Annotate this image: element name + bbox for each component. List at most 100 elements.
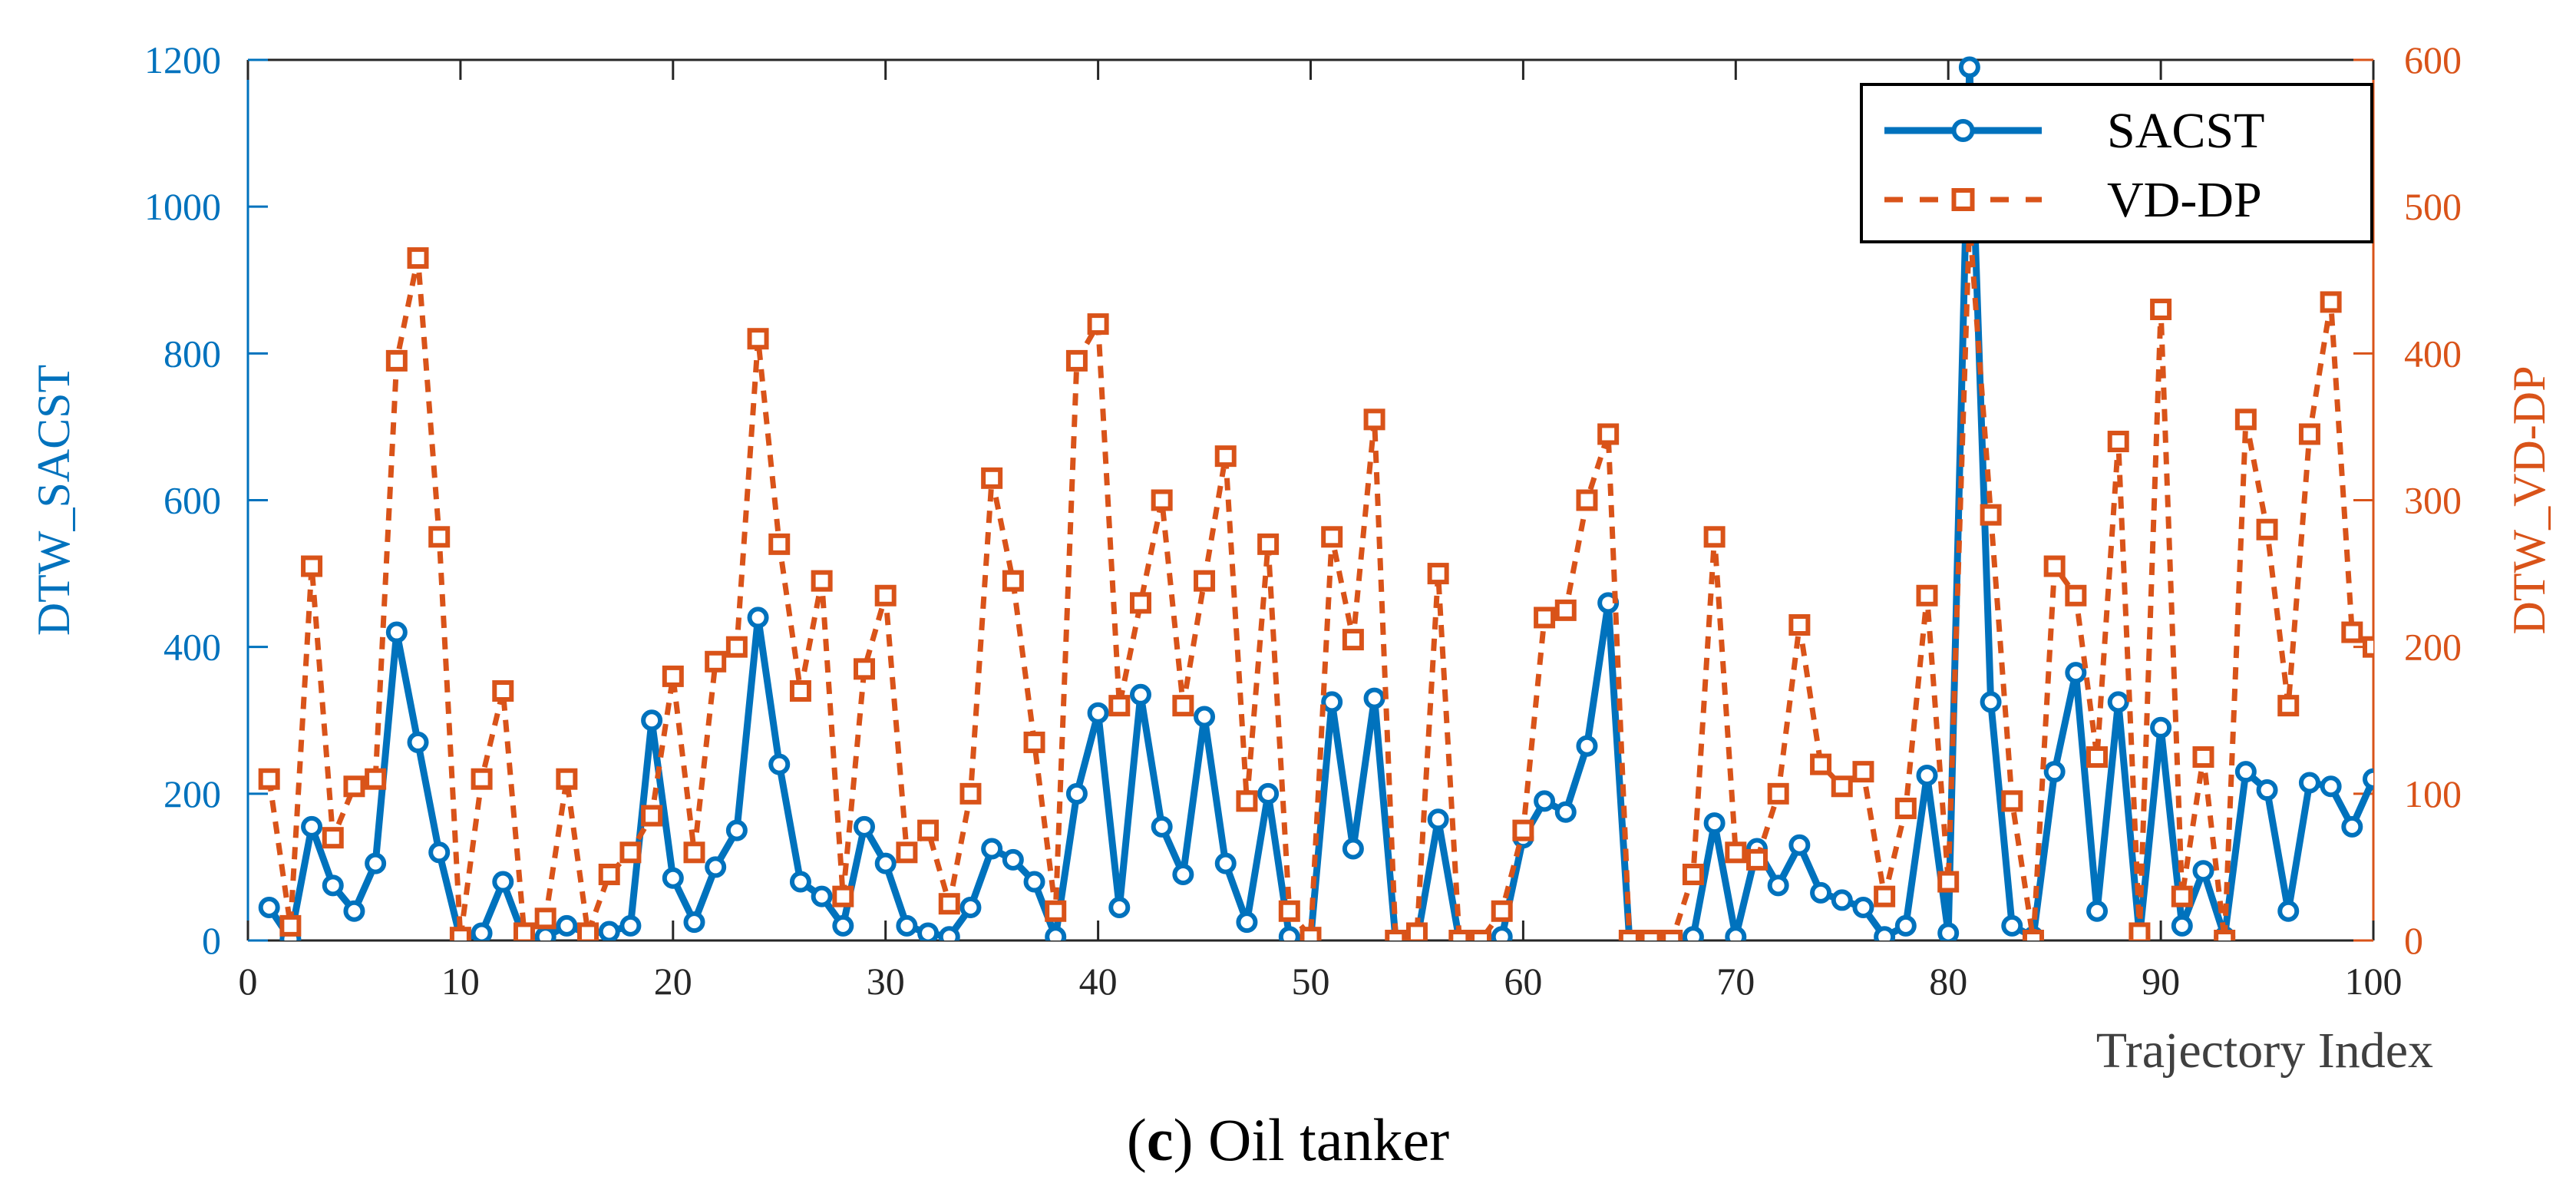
x-tick-label: 50 (1292, 960, 1330, 1003)
data-point (683, 911, 705, 934)
data-point (1151, 489, 1173, 511)
data-point (874, 852, 897, 874)
data-point (981, 467, 1003, 489)
data-point (1745, 848, 1768, 871)
caption-close-paren: ) (1173, 1106, 1194, 1173)
data-point (2192, 860, 2214, 882)
data-point (471, 768, 493, 790)
data-point (598, 921, 620, 940)
data-point (1640, 930, 1662, 940)
data-point (428, 526, 451, 548)
data-point (1618, 930, 1640, 940)
data-point (725, 819, 748, 841)
data-point (1576, 489, 1598, 511)
data-point (1448, 930, 1471, 940)
data-point (832, 885, 854, 907)
data-point (1342, 838, 1364, 860)
x-tick-label: 0 (239, 960, 258, 1003)
data-point (513, 922, 535, 940)
data-point (1491, 900, 1513, 922)
data-point (662, 867, 684, 889)
data-point (1065, 349, 1088, 372)
data-point (343, 775, 365, 798)
legend: SACST VD-DP (1860, 83, 2373, 243)
data-point (301, 555, 323, 577)
data-point (1980, 691, 2002, 713)
data-point (1554, 599, 1577, 621)
data-point (832, 914, 854, 937)
x-axis-label: Trajectory Index (2096, 1023, 2433, 1079)
data-point (1894, 797, 1917, 819)
data-point (2298, 772, 2320, 794)
data-point (1661, 930, 1683, 940)
x-tick-label: 20 (654, 960, 692, 1003)
data-point (619, 914, 642, 937)
data-point (1874, 926, 1896, 940)
data-point (2065, 584, 2087, 607)
data-point (1810, 881, 1832, 904)
data-point (1831, 889, 1853, 911)
data-point (1214, 852, 1237, 874)
data-point (854, 815, 876, 838)
data-point (1916, 764, 1938, 786)
data-point (789, 871, 811, 893)
caption-open-paren: ( (1126, 1106, 1147, 1173)
right-y-tick-label: 200 (2404, 626, 2462, 669)
data-point (1065, 782, 1088, 805)
data-point (2234, 761, 2257, 783)
data-point (2320, 291, 2342, 313)
data-point (1405, 922, 1428, 940)
data-point (1342, 629, 1364, 651)
data-point (1108, 896, 1131, 918)
data-point (322, 874, 344, 897)
data-point (1874, 885, 1896, 907)
data-point (1682, 863, 1704, 885)
data-point (1512, 819, 1534, 841)
data-point (577, 922, 599, 940)
data-point (385, 349, 408, 372)
right-y-tick-label: 500 (2404, 185, 2462, 228)
data-point (258, 768, 280, 790)
data-point (1534, 790, 1556, 812)
data-point (1194, 570, 1216, 592)
left-y-tick-label: 200 (163, 772, 221, 815)
data-point (747, 607, 769, 629)
legend-box (1860, 83, 2373, 243)
right-y-tick-label: 100 (2404, 772, 2462, 815)
x-tick-label: 40 (1079, 960, 1118, 1003)
data-point (492, 871, 514, 893)
left-y-ticks: 0 200 400 600 800 1000 1200 (144, 38, 268, 962)
data-point (2022, 930, 2044, 940)
data-point (1002, 570, 1024, 592)
data-point (1554, 801, 1577, 823)
left-y-axis-label: DTW_SACST (28, 365, 79, 636)
data-point (874, 584, 897, 607)
left-y-tick-label: 600 (163, 479, 221, 522)
data-point (938, 893, 960, 915)
right-y-tick-label: 400 (2404, 332, 2462, 375)
data-point (2171, 885, 2193, 907)
data-point (1214, 445, 1237, 468)
right-y-tick-label: 300 (2404, 479, 2462, 522)
data-point (1470, 930, 1492, 940)
data-point (1257, 533, 1280, 555)
data-point (641, 709, 663, 732)
data-point (747, 328, 769, 350)
data-point (1597, 423, 1620, 445)
left-y-tick-label: 0 (202, 919, 221, 962)
data-point (1236, 911, 1258, 934)
data-point (938, 926, 960, 940)
data-point (1278, 900, 1300, 922)
caption-text: Oil tanker (1193, 1106, 1450, 1173)
x-ticks: 0 10 20 30 40 50 60 70 80 90 100 (239, 60, 2403, 1003)
data-point (1576, 735, 1598, 757)
data-point (2129, 922, 2151, 940)
left-y-tick-label: 800 (163, 332, 221, 375)
x-tick-label: 80 (1929, 960, 1967, 1003)
data-point (1321, 526, 1343, 548)
data-point (1831, 775, 1853, 798)
data-point (2214, 930, 2236, 940)
data-point (725, 636, 748, 658)
data-point (705, 856, 727, 878)
